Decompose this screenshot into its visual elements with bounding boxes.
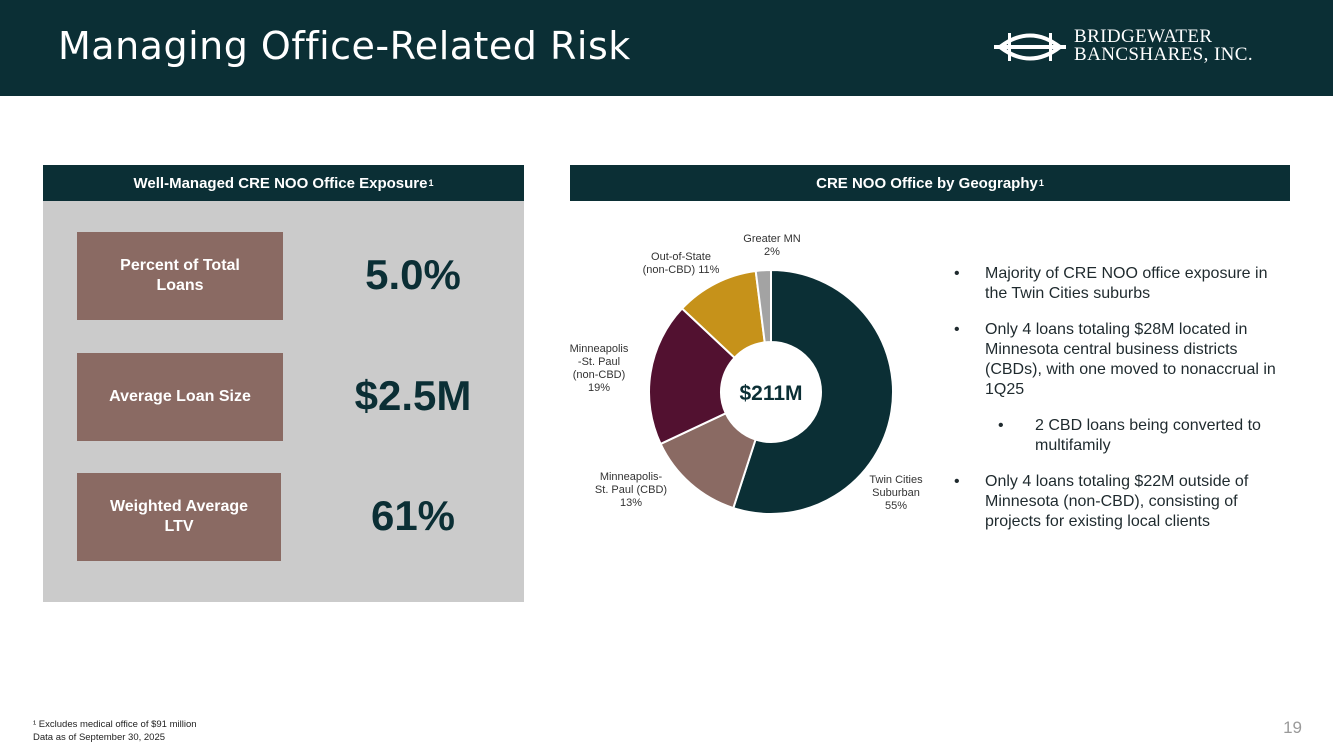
metric-label-weighted-average-ltv: Weighted Average LTV xyxy=(77,473,281,561)
logo-text: BRIDGEWATER BANCSHARES, INC. xyxy=(1074,26,1254,65)
donut-slice-twin-cities-suburban xyxy=(732,268,894,515)
exposure-heading-footnote-mark: 1 xyxy=(428,178,434,188)
metric-value-percent-of-total-loans: 5.0% xyxy=(365,251,461,298)
bullet-dot: • xyxy=(954,321,960,338)
footnote-line-1: ¹ Excludes medical office of $91 million xyxy=(33,719,197,730)
page-number: 19 xyxy=(1283,718,1302,737)
bullet-dot: • xyxy=(954,265,960,282)
slice-label-greater-mn: Greater MN 2% xyxy=(743,233,801,258)
slice-label-minneapolis-st-paul-cbd-: Minneapolis-St. Paul (CBD) 13% xyxy=(595,471,667,509)
bullet-list: • Majority of CRE NOO office exposure in … xyxy=(948,264,1288,548)
metric-value-weighted-average-ltv: 61% xyxy=(370,492,456,539)
footnote-line-2: Data as of September 30, 2025 xyxy=(33,732,166,743)
exposure-panel-heading: Well-Managed CRE NOO Office Exposure 1 xyxy=(43,165,524,201)
slice-label-out-of-state-non-cbd-: Out-of-State (non-CBD) 11% xyxy=(643,251,720,276)
bullet-text: Only 4 loans totaling $22M outside of Mi… xyxy=(985,473,1249,530)
metric-label-percent-of-total-loans: Percent of Total Loans xyxy=(77,232,283,320)
geography-heading-footnote-mark: 1 xyxy=(1038,178,1044,188)
company-logo: BRIDGEWATER BANCSHARES, INC. xyxy=(994,26,1274,70)
geography-heading-text: CRE NOO Office by Geography xyxy=(816,174,1038,192)
bullet-item: • Only 4 loans totaling $28M located in M… xyxy=(948,320,1288,400)
bullet-item: • Only 4 loans totaling $22M outside of M… xyxy=(948,472,1288,532)
metric-label-average-loan-size: Average Loan Size xyxy=(77,353,283,441)
geography-panel-heading: CRE NOO Office by Geography 1 xyxy=(570,165,1290,201)
donut-center-total: $211M xyxy=(739,382,802,405)
geography-donut-chart: $211M Twin Cities Suburban 55% Minneapolis-S… xyxy=(570,233,923,515)
logo-line-2: BANCSHARES, INC. xyxy=(1074,44,1254,65)
header-bar: Managing Office-Related Risk BRIDGEWATER… xyxy=(0,0,1333,96)
bridge-logo-icon xyxy=(994,33,1066,61)
footnote: ¹ Excludes medical office of $91 million… xyxy=(33,718,197,744)
donut-slice-greater-mn xyxy=(754,268,772,344)
exposure-heading-text: Well-Managed CRE NOO Office Exposure xyxy=(133,174,428,192)
bullet-item: • 2 CBD loans being converted to multifam… xyxy=(948,416,1288,456)
bullet-item: • Majority of CRE NOO office exposure in … xyxy=(948,264,1288,304)
slice-label-minneapolis-st-paul-non-cbd-: Minneapolis -St. Paul (non-CBD) 19% xyxy=(570,343,629,394)
bullet-text: Only 4 loans totaling $28M located in Mi… xyxy=(985,321,1276,398)
slice-label-twin-cities-suburban: Twin Cities Suburban 55% xyxy=(869,474,923,512)
metric-value-average-loan-size: $2.5M xyxy=(354,372,472,419)
logo-line-1: BRIDGEWATER xyxy=(1074,26,1213,47)
bullet-text: Majority of CRE NOO office exposure in t… xyxy=(985,265,1268,302)
page-title: Managing Office-Related Risk xyxy=(58,24,631,68)
exposure-panel: Percent of Total Loans 5.0% Average Loan… xyxy=(43,201,524,602)
bullet-dot: • xyxy=(998,417,1004,434)
donut-slice-minneapolis-st-paul-non-cbd- xyxy=(648,307,736,446)
bullet-dot: • xyxy=(954,473,960,490)
bullet-text: 2 CBD loans being converted to multifami… xyxy=(1035,417,1261,454)
